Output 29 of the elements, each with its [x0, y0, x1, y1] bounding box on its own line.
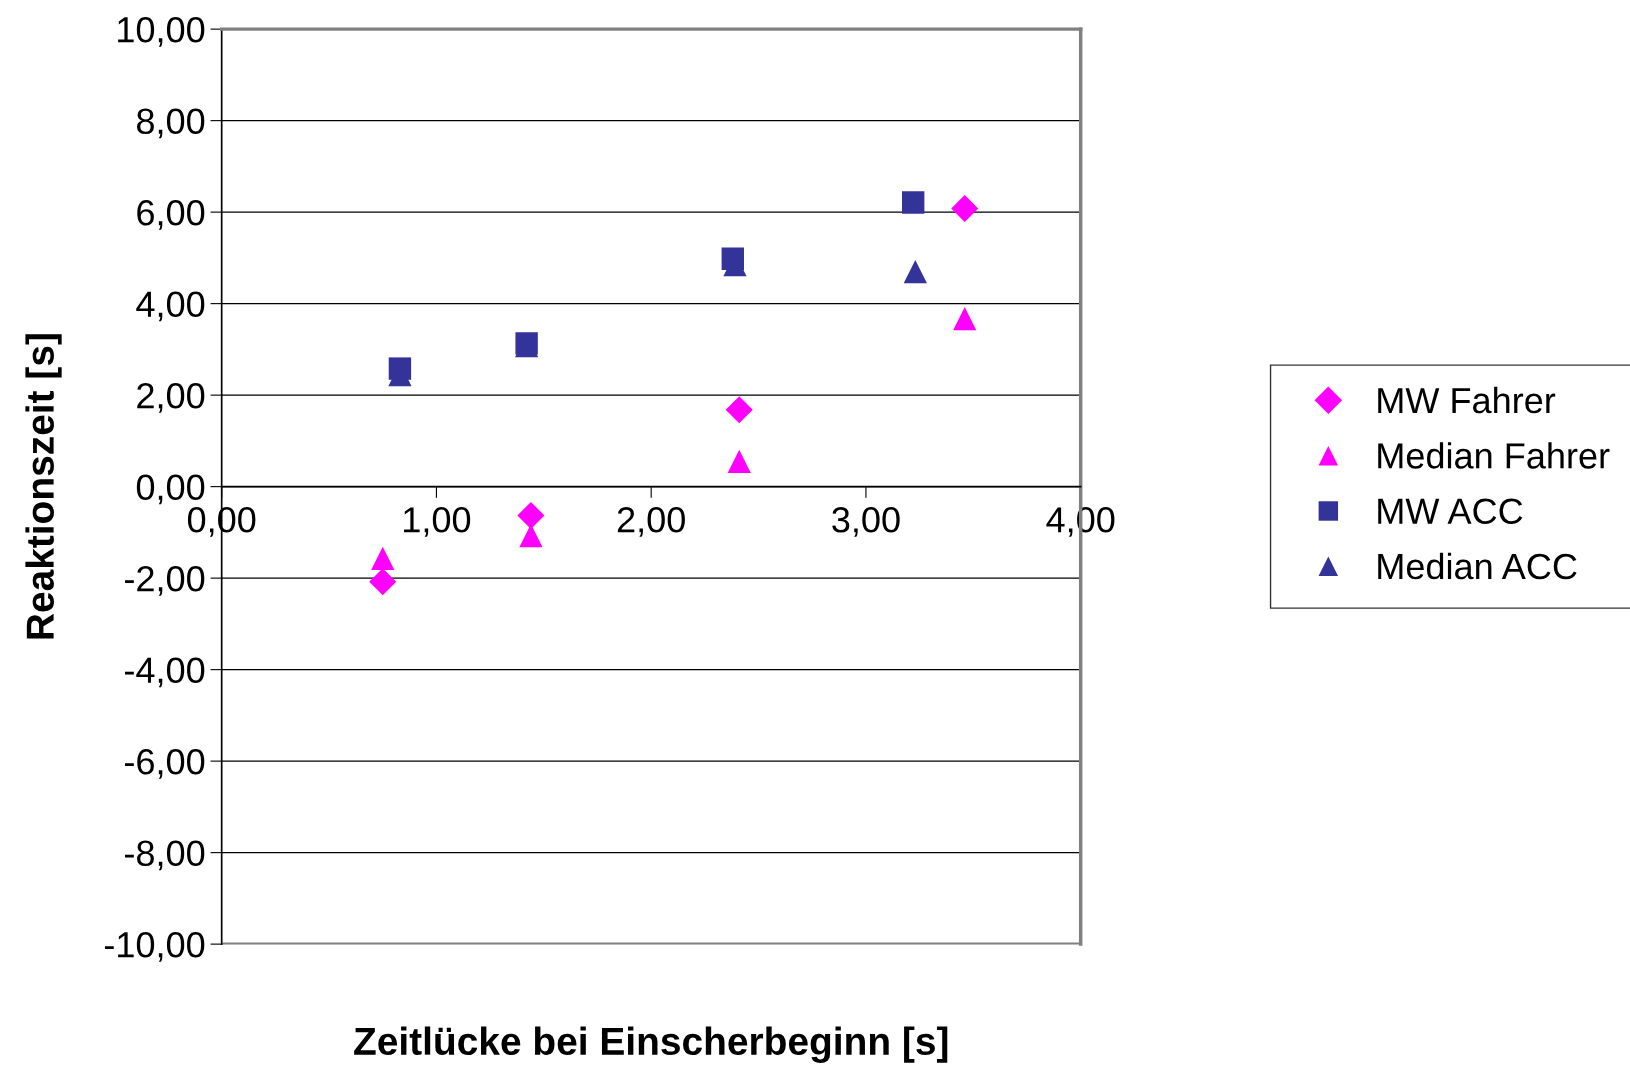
y-tick-label: -6,00: [125, 749, 205, 779]
point: [517, 501, 545, 529]
point: [953, 307, 977, 331]
y-tick-label: -10,00: [104, 931, 205, 962]
legend-label: MW ACC: [1378, 498, 1523, 524]
y-tick-label: 4,00: [136, 291, 205, 322]
x-tick-label: 1,00: [404, 507, 471, 537]
x-tick-label: 3,00: [832, 507, 900, 537]
x-tick-label: 2,00: [617, 507, 685, 537]
y-tick-label: -4,00: [125, 657, 205, 688]
point: [371, 546, 395, 571]
y-tick-label: -8,00: [125, 840, 205, 871]
legend-label: MW Fahrer: [1378, 386, 1556, 414]
point: [725, 396, 753, 424]
y-tick-label: 10,00: [118, 17, 205, 47]
point: [727, 449, 751, 474]
y-tick-label: 8,00: [137, 108, 205, 139]
legend-label: Median Fahrer: [1378, 442, 1610, 469]
point: [903, 259, 927, 284]
y-tick-label: 2,00: [137, 383, 205, 413]
y-tick-label: 0,00: [136, 474, 205, 505]
y-axis-title: Reaktionszeit [s]: [25, 334, 62, 639]
y-tick-label: 6,00: [137, 200, 205, 230]
point: [901, 191, 925, 214]
point: [951, 194, 979, 223]
point: [369, 568, 397, 596]
legend-label: Median ACC: [1378, 552, 1577, 580]
x-axis-title: Zeitlücke bei Einscherbeginn [s]: [354, 1026, 948, 1063]
y-tick-label: -2,00: [125, 566, 205, 596]
